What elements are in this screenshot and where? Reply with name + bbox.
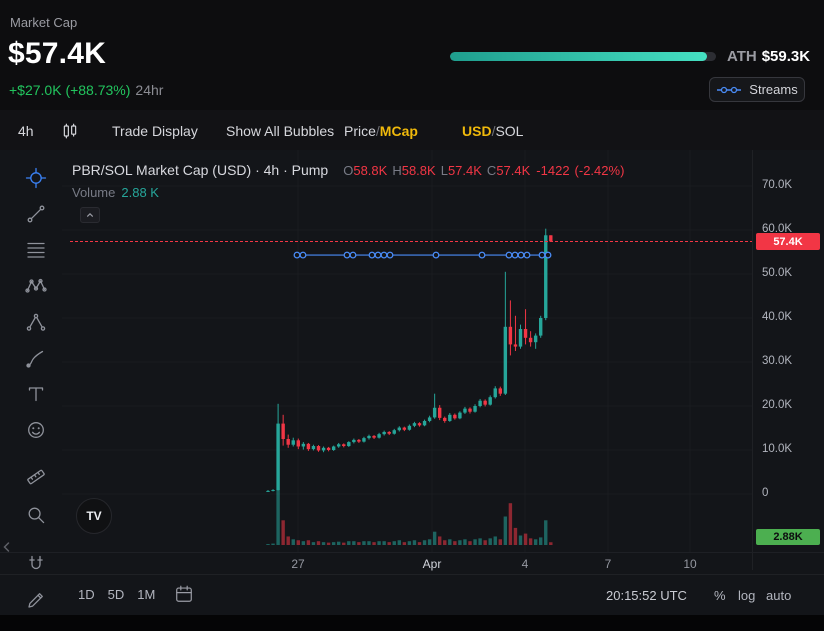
prediction-icon (26, 313, 46, 331)
time-axis[interactable]: 27 Apr 4 7 10 (0, 552, 824, 574)
chart-style-button[interactable] (60, 110, 80, 152)
fib-retracement-icon (27, 242, 45, 258)
change-pct: (-2.42%) (574, 163, 625, 178)
streams-label: Streams (749, 82, 798, 97)
time-axis-label: 27 (291, 557, 305, 571)
streams-button[interactable]: Streams (709, 77, 805, 102)
usd-option[interactable]: USD (462, 123, 492, 139)
ath-label: ATH (727, 48, 757, 65)
market-cap-label: Market Cap (10, 15, 78, 30)
zoom-tool[interactable] (22, 501, 50, 529)
text-tool[interactable] (22, 380, 50, 408)
change-abs: -1422 (536, 163, 570, 178)
legend-collapse-button[interactable] (80, 207, 100, 223)
market-cap-change: +$27.0K (+88.73%) 24hr (9, 82, 163, 98)
time-axis-label: 10 (683, 557, 697, 571)
price-option[interactable]: Price (344, 123, 376, 139)
bottom-strip (0, 615, 824, 631)
candles-icon (63, 123, 77, 139)
chart-title[interactable]: PBR/SOL Market Cap (USD) · 4h · Pump (72, 162, 329, 178)
change-period: 24hr (135, 82, 164, 98)
ruler-icon (27, 469, 45, 485)
magnet-icon (29, 555, 43, 570)
chart-toolbar: 4h Trade Display Show All Bubbles Price /… (0, 110, 824, 152)
range-buttons: 1D 5D 1M (78, 587, 155, 602)
price-axis-label: 30.0K (762, 355, 793, 367)
high-value: 58.8K (401, 163, 436, 178)
chevron-left-icon[interactable] (0, 538, 14, 556)
trend-line-icon (27, 205, 45, 223)
calendar-icon[interactable] (174, 584, 194, 609)
interval-selector[interactable]: 4h (18, 123, 34, 139)
chart-legend: PBR/SOL Market Cap (USD) · 4h · Pump O58.… (72, 162, 624, 200)
prediction-tool[interactable] (22, 308, 50, 336)
low-label: L (440, 163, 448, 178)
time-axis-label: 7 (604, 557, 612, 571)
price-mcap-toggle[interactable]: Price / MCap (344, 123, 418, 139)
magnet-tool[interactable] (22, 549, 50, 577)
ath-progress-bar (450, 52, 716, 61)
open-value: 58.8K (353, 163, 388, 178)
edit-icon (28, 593, 43, 608)
range-button-5d[interactable]: 5D (107, 587, 125, 602)
edit-tool[interactable] (22, 586, 50, 614)
price-axis-label: 20.0K (762, 399, 793, 411)
open-label: O (343, 163, 354, 178)
price-axis-label: 70.0K (762, 179, 793, 191)
price-axis-label: 50.0K (762, 267, 793, 279)
ath-amount: $59.3K (761, 48, 811, 65)
price-axis-label: 10.0K (762, 443, 793, 455)
xabcd-pattern-icon (25, 278, 47, 293)
chart-canvas[interactable] (62, 150, 752, 570)
close-label: C (486, 163, 497, 178)
drawing-tools-sidebar (0, 150, 62, 615)
auto-scale-button[interactable]: auto (766, 588, 792, 603)
emoji-icon (28, 422, 44, 438)
chart-panel: PBR/SOL Market Cap (USD) · 4h · Pump O58.… (0, 150, 824, 615)
tradingview-logo[interactable]: TV (76, 498, 112, 534)
price-axis-label: 0 (762, 487, 769, 499)
range-button-1m[interactable]: 1M (137, 587, 156, 602)
clock-utc[interactable]: 20:15:52 UTC (606, 588, 687, 603)
low-value: 57.4K (447, 163, 482, 178)
price-axis[interactable]: 57.4K 2.88K 70.0K 60.0K 50.0K 40.0K 30.0K 20.… (752, 150, 824, 570)
stream-line-icon (717, 86, 742, 93)
range-button-1d[interactable]: 1D (78, 587, 95, 602)
text-icon (28, 387, 44, 402)
price-axis-label: 40.0K (762, 311, 793, 323)
usd-sol-toggle[interactable]: USD / SOL (462, 123, 524, 139)
mcap-option[interactable]: MCap (379, 123, 418, 139)
xabcd-pattern-tool[interactable] (22, 272, 50, 300)
volume-value: 2.88 K (121, 185, 159, 200)
chevron-up-icon (87, 212, 93, 217)
trend-line-tool[interactable] (22, 200, 50, 228)
sol-option[interactable]: SOL (495, 123, 524, 139)
market-cap-value: $57.4K (8, 37, 106, 70)
price-axis-label: 60.0K (762, 223, 793, 235)
fib-retracement-tool[interactable] (22, 236, 50, 264)
log-scale-button[interactable]: log (738, 588, 756, 603)
current-price-badge: 57.4K (756, 233, 820, 250)
change-value: +$27.0K (+88.73%) (9, 82, 131, 98)
close-value: 57.4K (496, 163, 531, 178)
ath-value: ATH $59.3K (727, 48, 810, 65)
ath-progress-fill (450, 52, 708, 61)
high-label: H (392, 163, 402, 178)
chart-bottom-bar: 1D 5D 1M 20:15:52 UTC % log auto (0, 574, 824, 615)
emoji-tool[interactable] (22, 416, 50, 444)
current-volume-badge: 2.88K (756, 529, 820, 545)
ruler-tool[interactable] (22, 463, 50, 491)
show-all-bubbles-button[interactable]: Show All Bubbles (226, 123, 335, 139)
crosshair-icon (25, 167, 47, 189)
time-axis-label: 4 (521, 557, 529, 571)
zoom-icon (28, 507, 45, 524)
time-axis-label: Apr (422, 557, 442, 571)
trade-display-button[interactable]: Trade Display (112, 123, 198, 139)
brush-tool[interactable] (22, 344, 50, 372)
volume-label[interactable]: Volume (72, 185, 116, 200)
percent-scale-button[interactable]: % (714, 588, 726, 603)
crosshair-tool[interactable] (22, 164, 50, 192)
brush-icon (26, 350, 44, 368)
